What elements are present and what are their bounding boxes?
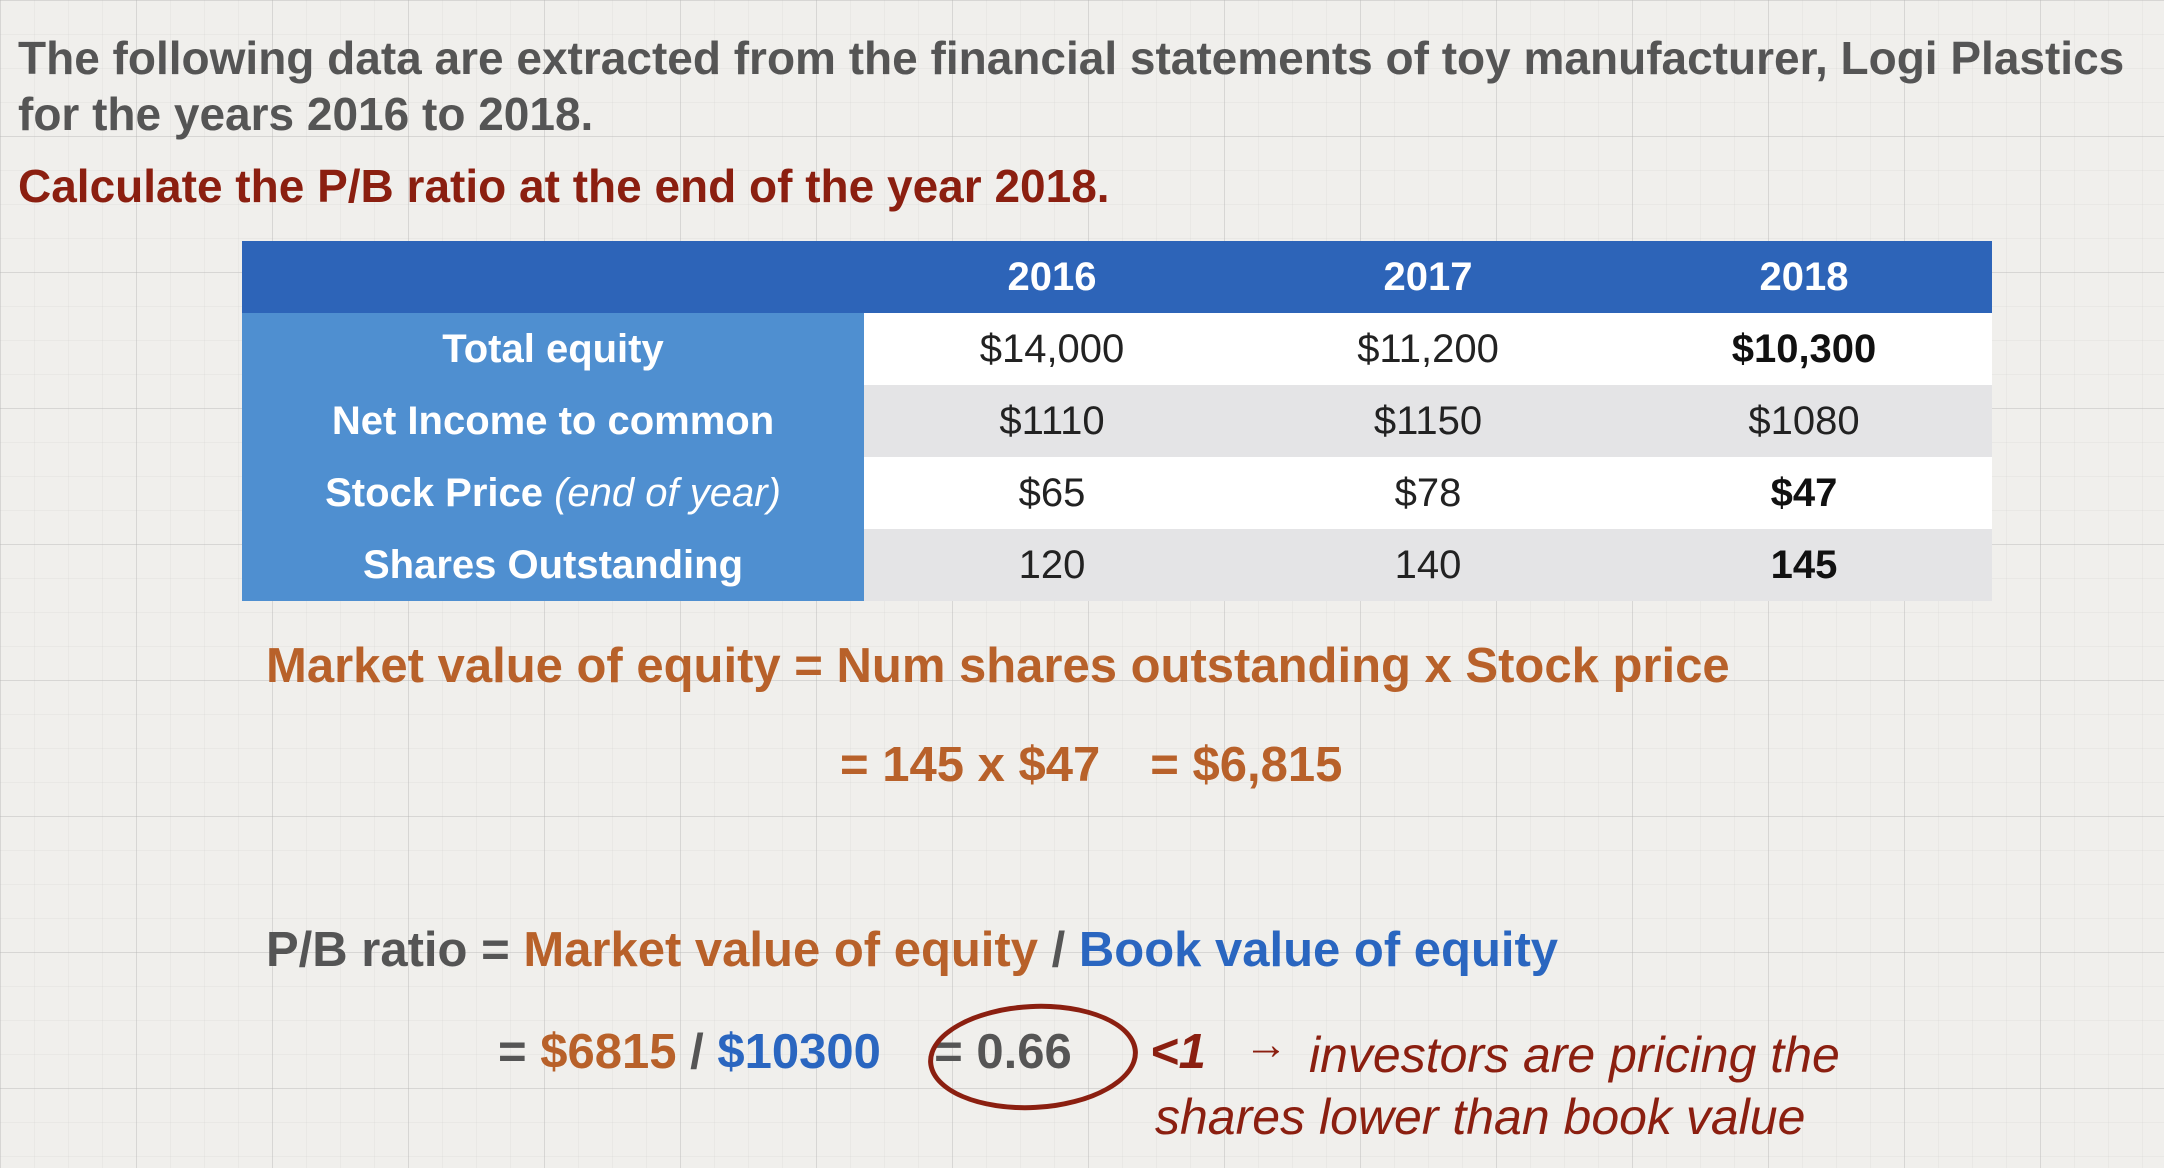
task-text: Calculate the P/B ratio at the end of th… <box>18 160 1110 212</box>
pb-calc-divide: / <box>690 1025 704 1079</box>
less-than-one: <1 <box>1150 1025 1206 1079</box>
row-label: Total equity <box>242 313 864 385</box>
table-row: Total equity $14,000 $11,200 $10,300 <box>242 313 1992 385</box>
market-value-calculation: = 145 x $47 = $6,815 <box>840 737 1342 793</box>
table-header-cell <box>242 241 864 313</box>
table-cell: 120 <box>864 529 1240 601</box>
conclusion-line-2: shares lower than book value <box>1155 1089 1806 1145</box>
row-label-note: (end of year) <box>554 470 781 515</box>
table-cell: 140 <box>1240 529 1616 601</box>
table-cell: $1150 <box>1240 385 1616 457</box>
row-label-text: Shares Outstanding <box>362 542 744 587</box>
conclusion-text: investors are pricing the shares lower t… <box>1155 1024 2055 1148</box>
table-cell: $11,200 <box>1240 313 1616 385</box>
table-header-cell: 2018 <box>1616 241 1992 313</box>
row-label: Stock Price (end of year) <box>242 457 864 529</box>
table-cell: $1080 <box>1616 385 1992 457</box>
pb-ratio-calculation: = $6815 / $10300 = 0.66 <box>498 1024 1072 1080</box>
table-row: Stock Price (end of year) $65 $78 $47 <box>242 457 1992 529</box>
row-label-text: Total equity <box>442 326 664 371</box>
pb-book-term: Book value of equity <box>1078 923 1559 977</box>
table-cell: $10,300 <box>1616 313 1992 385</box>
pb-eq-sign: = <box>498 1025 527 1079</box>
market-value-definition: Num shares outstanding x Stock price <box>836 639 1730 693</box>
row-label: Shares Outstanding <box>242 529 864 601</box>
table-cell: $65 <box>864 457 1240 529</box>
pb-divide-sign: / <box>1051 923 1066 977</box>
calc-result: = $6,815 <box>1150 738 1343 792</box>
row-label-text: Stock Price <box>325 470 543 515</box>
table-cell: $1110 <box>864 385 1240 457</box>
table-cell: $47 <box>1616 457 1992 529</box>
pb-market-term: Market value of equity <box>523 923 1038 977</box>
table-header-cell: 2016 <box>864 241 1240 313</box>
table-header-row: 2016 2017 2018 <box>242 241 1992 313</box>
pb-market-value: $6815 <box>540 1025 677 1079</box>
row-label-text: Net Income to common <box>331 398 775 443</box>
table-row: Net Income to common $1110 $1150 $1080 <box>242 385 1992 457</box>
table-cell: $78 <box>1240 457 1616 529</box>
market-value-label: Market value of equity = <box>266 639 823 693</box>
result-highlight-circle <box>925 998 1141 1116</box>
table-cell: $14,000 <box>864 313 1240 385</box>
pb-ratio-formula: P/B ratio = Market value of equity / Boo… <box>266 922 1558 978</box>
arrow-right-icon: → <box>1244 1020 1288 1069</box>
pb-book-value: $10300 <box>717 1025 881 1079</box>
pb-ratio-label: P/B ratio = <box>266 923 510 977</box>
table-cell: 145 <box>1616 529 1992 601</box>
intro-text: The following data are extracted from th… <box>18 32 2125 140</box>
table-header-cell: 2017 <box>1240 241 1616 313</box>
calc-step: = 145 x $47 <box>840 738 1101 792</box>
conclusion-line-1: investors are pricing the <box>1309 1027 1840 1083</box>
row-label: Net Income to common <box>242 385 864 457</box>
table-row: Shares Outstanding 120 140 145 <box>242 529 1992 601</box>
pb-ratio-result: = 0.66 <box>934 1025 1072 1079</box>
financial-data-table: 2016 2017 2018 Total equity $14,000 $11,… <box>242 241 1992 601</box>
market-value-formula: Market value of equity = Num shares outs… <box>266 638 1730 694</box>
